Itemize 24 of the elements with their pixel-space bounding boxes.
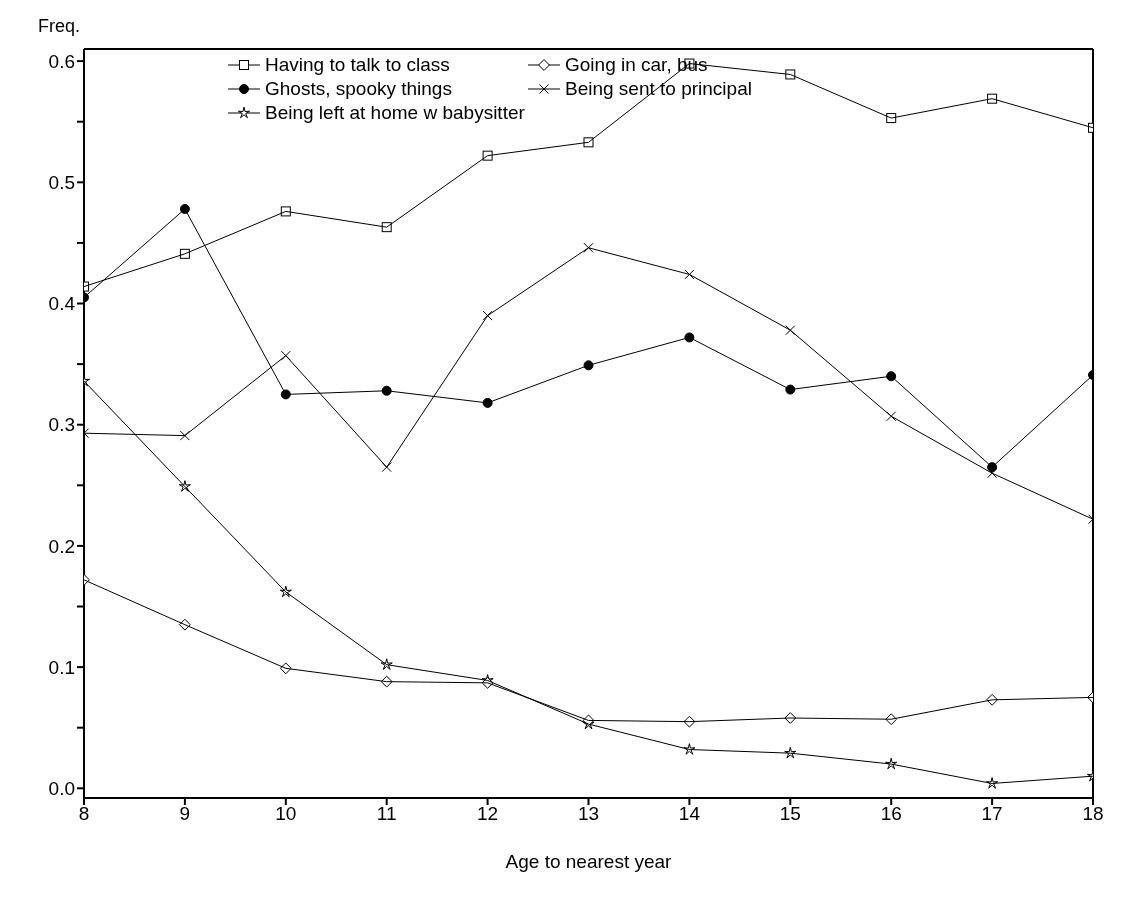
x-tick-label: 18 — [1082, 803, 1104, 825]
x-axis-title: Age to nearest year — [505, 851, 673, 872]
y-tick-label: 0.0 — [48, 778, 75, 800]
y-axis-title: Freq. — [38, 16, 81, 37]
legend-label: Being sent to principal — [565, 78, 752, 100]
y-tick-label: 0.5 — [48, 172, 75, 194]
legend-label: Ghosts, spooky things — [265, 78, 452, 100]
y-tick-label: 0.3 — [48, 414, 75, 436]
x-tick-label: 11 — [376, 803, 397, 825]
y-tick-label: 0.1 — [48, 656, 75, 678]
x-tick-label: 17 — [981, 803, 1003, 825]
x-tick-label: 13 — [577, 803, 600, 825]
x-tick-label: 14 — [678, 803, 701, 825]
x-tick-label: 15 — [779, 803, 801, 825]
x-tick-label: 8 — [78, 803, 90, 825]
legend-label: Having to talk to class — [265, 54, 450, 76]
x-tick-label: 12 — [477, 803, 499, 825]
y-tick-label: 0.6 — [48, 50, 75, 72]
y-tick-label: 0.2 — [48, 535, 75, 557]
x-tick-label: 9 — [179, 803, 191, 825]
y-tick-label: 0.4 — [48, 293, 76, 315]
x-tick-label: 10 — [275, 803, 297, 825]
legend-label: Being left at home w babysitter — [265, 102, 525, 124]
x-tick-label: 16 — [880, 803, 902, 825]
